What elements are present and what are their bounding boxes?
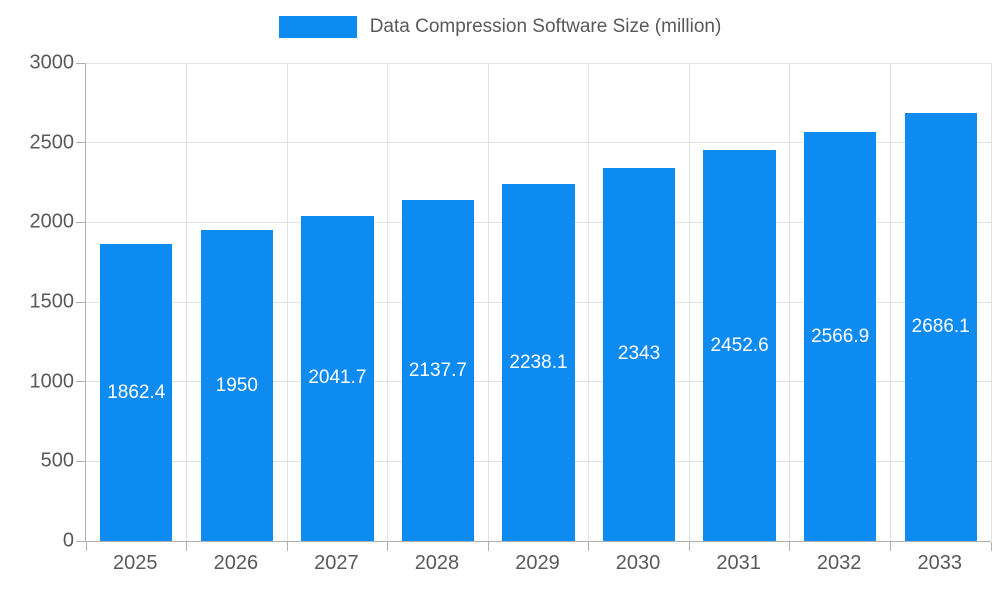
bar-value-label: 2137.7 bbox=[408, 359, 467, 381]
x-category-label: 2025 bbox=[113, 552, 158, 574]
y-tick-label: 0 bbox=[62, 529, 74, 552]
x-category-label: 2032 bbox=[816, 552, 862, 574]
chart-legend[interactable]: Data Compression Software Size (million) bbox=[0, 16, 1000, 38]
x-tick-mark bbox=[387, 542, 389, 551]
bar-2025[interactable]: 1862.4 bbox=[100, 244, 173, 541]
x-tick-mark bbox=[889, 542, 891, 551]
bar-value-label: 2566.9 bbox=[811, 325, 870, 347]
x-axis: 2025 2026 2027 2028 2029 2030 2031 2032 2033 bbox=[85, 552, 990, 588]
v-gridline bbox=[387, 63, 389, 541]
y-tick-label: 3000 bbox=[29, 51, 75, 74]
bar-2029[interactable]: 2238.1 bbox=[502, 184, 575, 541]
bar-value-label: 2238.1 bbox=[509, 351, 568, 373]
x-tick-mark bbox=[688, 542, 690, 551]
bar-2033[interactable]: 2686.1 bbox=[904, 113, 977, 541]
bar-2026[interactable]: 1950 bbox=[200, 230, 274, 541]
x-category-label: 2030 bbox=[615, 552, 661, 574]
legend-label: Data Compression Software Size (million) bbox=[369, 16, 722, 37]
x-category-label: 2027 bbox=[314, 552, 359, 574]
bar-value-label: 2041.7 bbox=[308, 367, 367, 389]
bar-value-label: 1862.4 bbox=[107, 381, 166, 403]
x-tick-mark bbox=[487, 542, 489, 551]
x-tick-mark bbox=[85, 542, 87, 551]
y-axis: 0 500 1000 1500 2000 2500 3000 bbox=[0, 52, 75, 552]
y-tick-mark bbox=[76, 540, 85, 542]
y-tick-mark bbox=[76, 460, 85, 462]
v-gridline bbox=[889, 63, 891, 541]
y-tick-label: 1000 bbox=[29, 370, 75, 393]
y-tick-mark bbox=[76, 381, 85, 383]
bar-value-label: 2452.6 bbox=[710, 334, 769, 356]
x-tick-mark bbox=[990, 542, 992, 551]
x-tick-mark bbox=[588, 542, 590, 551]
bar-2031[interactable]: 2452.6 bbox=[703, 150, 776, 541]
legend-swatch bbox=[278, 16, 357, 38]
x-category-label: 2029 bbox=[515, 552, 560, 574]
v-gridline bbox=[688, 63, 690, 541]
y-tick-label: 2000 bbox=[29, 210, 75, 233]
y-tick-mark bbox=[76, 62, 85, 64]
v-gridline bbox=[789, 63, 791, 541]
bar-2030[interactable]: 2343 bbox=[602, 167, 676, 541]
y-tick-mark bbox=[76, 301, 85, 303]
v-gridline bbox=[990, 63, 992, 541]
x-category-label: 2028 bbox=[414, 552, 460, 574]
x-category-label: 2033 bbox=[917, 552, 962, 574]
y-tick-mark bbox=[76, 142, 85, 144]
y-tick-label: 2500 bbox=[29, 131, 75, 154]
plot-area: 1862.4 1950 2041.7 2137.7 2238.1 2343 2452.6 25… bbox=[76, 62, 992, 551]
y-tick-label: 1500 bbox=[29, 290, 75, 313]
h-gridline bbox=[86, 62, 991, 64]
bar-value-label: 1950 bbox=[215, 374, 258, 396]
y-tick-mark bbox=[76, 221, 85, 223]
h-gridline bbox=[86, 142, 991, 144]
x-category-label: 2026 bbox=[213, 552, 259, 574]
v-gridline bbox=[588, 63, 590, 541]
bar-value-label: 2686.1 bbox=[911, 316, 970, 337]
bar-2028[interactable]: 2137.7 bbox=[401, 200, 475, 541]
bar-value-label: 2343 bbox=[617, 343, 661, 365]
x-category-label: 2031 bbox=[716, 552, 761, 574]
v-gridline bbox=[186, 63, 188, 541]
x-tick-mark bbox=[186, 542, 188, 551]
bar-2027[interactable]: 2041.7 bbox=[301, 215, 374, 541]
v-gridline bbox=[487, 63, 489, 541]
x-tick-mark bbox=[789, 542, 791, 551]
v-gridline bbox=[286, 63, 288, 541]
bar-2032[interactable]: 2566.9 bbox=[803, 132, 877, 541]
x-tick-mark bbox=[286, 542, 288, 551]
y-tick-label: 500 bbox=[40, 449, 74, 472]
